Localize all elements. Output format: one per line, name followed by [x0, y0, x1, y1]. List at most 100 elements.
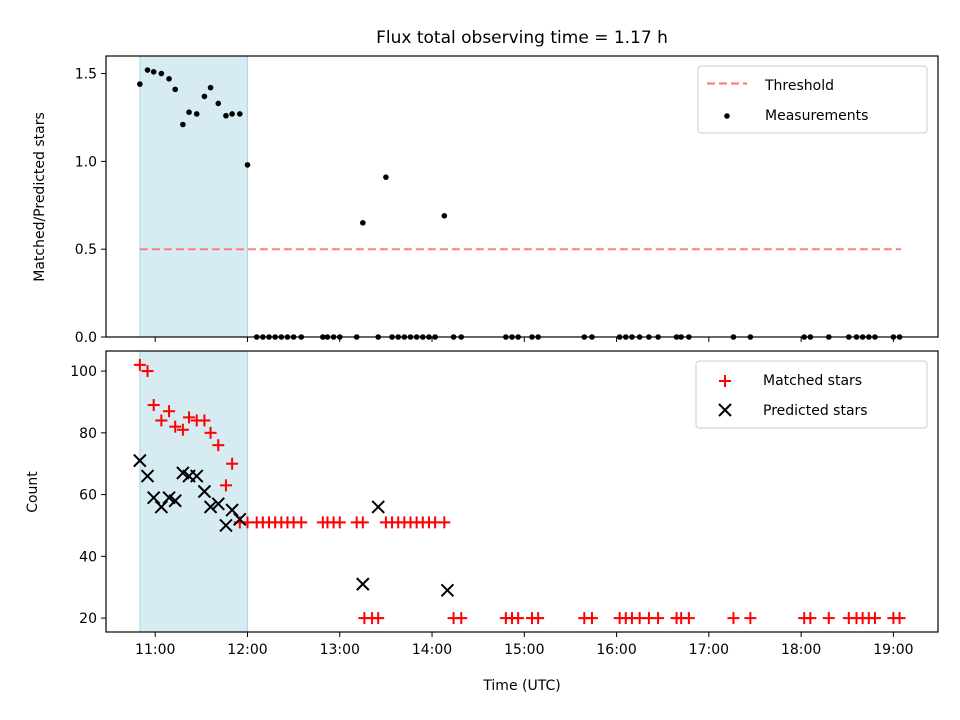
measurement-point [172, 86, 179, 93]
predicted-marker-b [133, 453, 147, 468]
predicted-marker-b [219, 518, 233, 533]
predicted-star-point [197, 484, 212, 499]
measurement-point [193, 111, 200, 117]
measurement-point [166, 76, 172, 82]
matched-star-point [295, 516, 308, 529]
x-tick-label: 13:00 [320, 642, 360, 658]
matched-star-point [163, 405, 176, 418]
matched-star-point [893, 612, 906, 625]
matched-star-point [356, 516, 369, 529]
predicted-marker-b [176, 466, 190, 480]
measurement-point [229, 111, 235, 117]
matched-star-point [204, 426, 217, 439]
predicted-star-point [233, 512, 247, 526]
observing-window-span [139, 55, 248, 338]
y-tick-label: 40 [79, 549, 97, 565]
matched-star-point [219, 479, 232, 492]
predicted-marker-b [154, 500, 169, 514]
matched-star-point [333, 516, 346, 529]
measurement-point [441, 213, 448, 219]
bottom-y-axis-label: Count [25, 471, 41, 513]
x-tick-label: 14:00 [412, 642, 452, 658]
bottom-legend: Matched stars Predicted stars [695, 360, 928, 429]
measurement-point [215, 100, 222, 107]
matched-star-point [147, 399, 160, 412]
measurement-point [201, 93, 208, 100]
predicted-star-point [190, 469, 204, 483]
y-tick-label: 0.5 [75, 242, 97, 258]
predicted-marker-b [140, 469, 155, 483]
matched-star-point [155, 414, 168, 427]
matched-star-point [822, 612, 835, 625]
measurement-point [150, 69, 157, 75]
y-tick-label: 1.5 [75, 67, 97, 83]
predicted-star-point [146, 490, 161, 505]
x-tick-label: 18:00 [781, 642, 821, 658]
predicted-marker-b [146, 490, 161, 505]
measurement-point [180, 121, 186, 128]
legend-predicted-label: Predicted stars [763, 403, 868, 419]
measurement-point [360, 220, 366, 226]
y-tick-label: 1.0 [75, 154, 97, 170]
legend-matched-swatch [719, 375, 731, 387]
legend-matched-label: Matched stars [763, 373, 862, 389]
matched-star-point [868, 612, 881, 625]
measurement-point [144, 67, 151, 73]
x-axis-label: Time (UTC) [482, 678, 560, 694]
matched-star-point [183, 411, 196, 424]
matched-star-point [532, 612, 545, 625]
predicted-marker-b [203, 500, 218, 514]
predicted-star-point [440, 583, 455, 598]
matched-star-point [455, 612, 468, 625]
observing-window-span [139, 350, 248, 633]
predicted-marker-b [162, 490, 176, 505]
predicted-marker-b [371, 500, 385, 514]
predicted-star-point [356, 577, 370, 591]
matched-star-point [226, 457, 239, 470]
y-tick-label: 20 [79, 611, 97, 627]
measurement-point [158, 70, 165, 77]
top-legend: Threshold Measurements [697, 65, 928, 134]
predicted-star-point [211, 497, 225, 511]
matched-star-point [682, 612, 695, 625]
bottom-plot-frame [105, 350, 939, 633]
predicted-marker-b [197, 484, 212, 499]
bottom-legend-box [695, 360, 928, 429]
predicted-star-point [371, 500, 385, 514]
matched-star-point [585, 612, 598, 625]
x-tick-label: 16:00 [596, 642, 636, 658]
x-tick-label: 11:00 [135, 642, 175, 658]
measurement-point [186, 109, 192, 115]
chart-title: Flux total observing time = 1.17 h [376, 28, 668, 48]
predicted-marker-b [356, 577, 370, 591]
predicted-star-point [168, 494, 182, 508]
matched-star-point [804, 612, 817, 625]
predicted-star-point [133, 453, 147, 468]
top-y-axis-label: Matched/Predicted stars [32, 112, 48, 282]
x-tick-label: 17:00 [689, 642, 729, 658]
legend-predicted-swatch [718, 403, 732, 417]
x-tick-label: 12:00 [227, 642, 267, 658]
measurement-point [223, 112, 229, 119]
legend-measurements-label: Measurements [765, 108, 868, 124]
matched-star-point [141, 365, 154, 378]
predicted-marker-b [440, 583, 455, 598]
matched-star-point [512, 612, 525, 625]
y-tick-label: 60 [79, 488, 97, 504]
y-tick-label: 80 [79, 426, 97, 442]
predicted-marker-b [190, 469, 204, 483]
predicted-marker-b [225, 503, 239, 517]
measurement-point [236, 111, 243, 117]
star-count-panel: Count Time (UTC) 11:00 12:00 13:00 14:00 15:… [25, 350, 939, 694]
matched-star-point [372, 612, 385, 625]
predicted-marker-b [168, 494, 182, 508]
matched-star-point [133, 358, 146, 371]
y-tick-label: 0.0 [75, 330, 97, 346]
flux-ratio-panel: Flux total observing time = 1.17 h Match… [32, 28, 939, 346]
predicted-star-point [140, 469, 155, 483]
top-legend-box [697, 65, 928, 134]
matched-star-point [438, 516, 451, 529]
predicted-marker-b [233, 512, 247, 526]
x-tick-label: 19:00 [873, 642, 913, 658]
